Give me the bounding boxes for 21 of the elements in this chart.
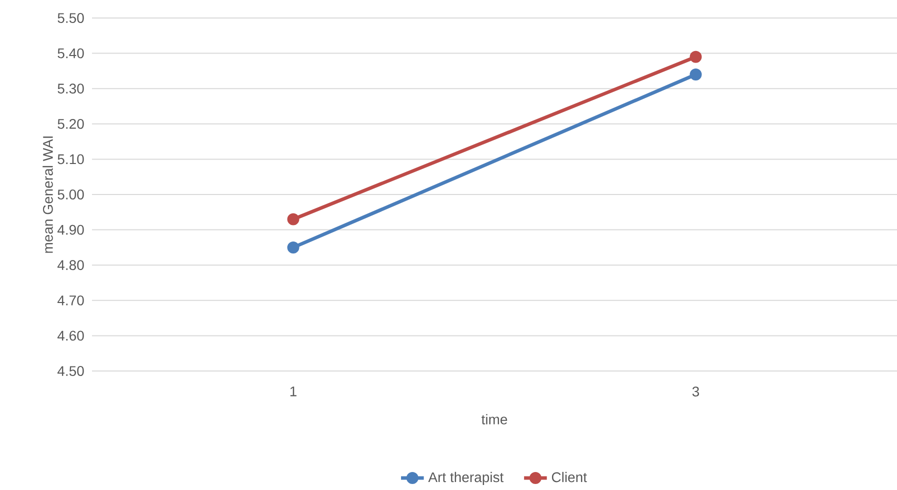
y-tick-label: 5.40 <box>58 48 84 58</box>
y-tick-label: 5.00 <box>58 190 84 200</box>
y-tick-label: 5.30 <box>58 84 84 94</box>
y-tick-label: 4.80 <box>57 260 84 270</box>
point <box>690 50 702 63</box>
y-tick-label: 5.50 <box>58 13 84 23</box>
y-tick-label: 4.60 <box>57 330 84 341</box>
point <box>690 68 702 80</box>
point <box>287 213 300 226</box>
x-tick-label: 3 <box>692 386 700 397</box>
x-axis-title: time <box>481 414 508 424</box>
legend-label: Art therapist <box>428 472 504 485</box>
y-tick-label: 4.50 <box>57 366 84 376</box>
legend-label: Client <box>552 472 587 482</box>
y-axis-title: mean General WAI <box>42 136 53 253</box>
y-tick-label: 4.90 <box>57 224 84 235</box>
y-tick-label: 5.10 <box>58 154 84 164</box>
y-tick-label: 5.20 <box>58 118 84 129</box>
y-tick-label: 4.70 <box>57 295 84 306</box>
point <box>287 241 300 254</box>
x-tick-label: 1 <box>290 386 296 396</box>
